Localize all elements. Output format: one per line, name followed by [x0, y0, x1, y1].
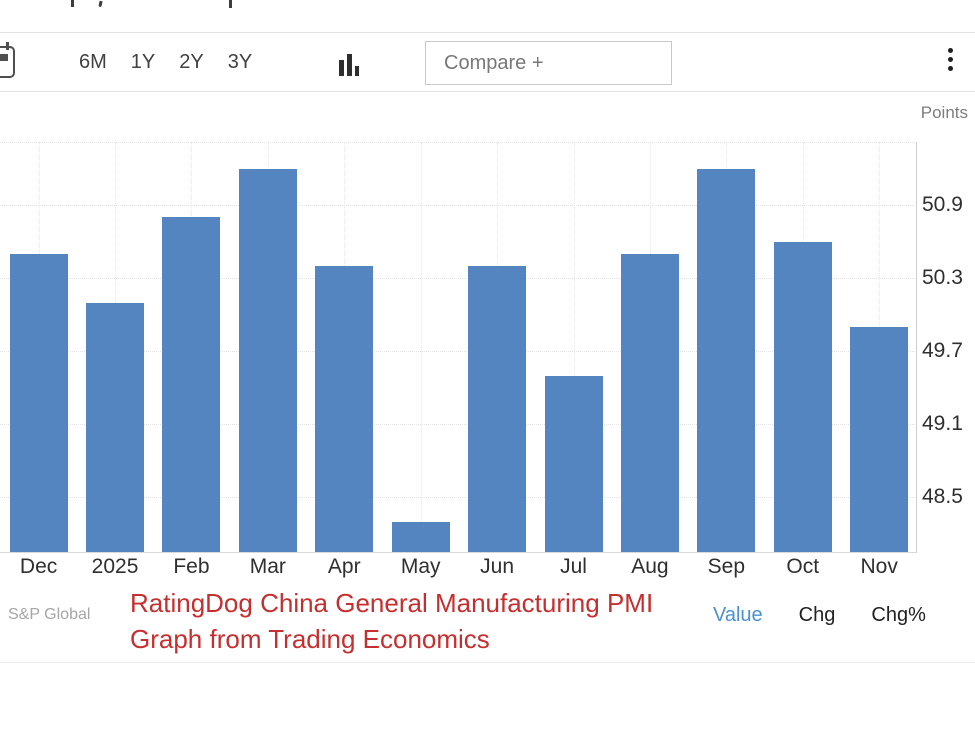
gridline-horizontal — [0, 278, 917, 280]
clipped-text-fragment — [98, 0, 103, 8]
chart-annotation: RatingDog China General Manufacturing PM… — [130, 585, 653, 657]
x-axis-label: Mar — [249, 555, 286, 578]
bar-apr[interactable] — [315, 266, 374, 552]
x-axis-label: Dec — [19, 555, 58, 578]
gridline-horizontal — [0, 142, 917, 143]
kebab-menu-icon[interactable] — [948, 48, 954, 75]
y-axis-line — [916, 142, 917, 552]
y-axis-unit-label: Points — [920, 103, 968, 122]
x-axis-label: Apr — [327, 555, 361, 578]
clipped-text-fragment — [229, 0, 232, 8]
date-range-buttons: 6M 1Y 2Y 3Y — [79, 33, 252, 91]
gridline-horizontal — [0, 497, 917, 499]
y-axis-tick-label: 49.1 — [922, 412, 963, 436]
tab-value[interactable]: Value — [713, 604, 763, 626]
gridline-vertical — [420, 142, 422, 552]
annotation-line-1: RatingDog China General Manufacturing PM… — [130, 588, 654, 618]
y-axis-tick-label: 50.3 — [922, 266, 963, 290]
x-axis-label: Aug — [631, 555, 669, 578]
x-axis-label: Sep — [707, 555, 746, 578]
bar-dec[interactable] — [9, 253, 68, 552]
bar-jul[interactable] — [544, 375, 603, 552]
range-button-1y[interactable]: 1Y — [131, 33, 155, 91]
y-axis-tick-label: 48.5 — [922, 485, 963, 509]
x-axis-label: Jun — [480, 555, 515, 578]
bar-mar[interactable] — [238, 168, 297, 552]
bar-2025[interactable] — [86, 302, 145, 552]
bar-feb[interactable] — [162, 217, 221, 552]
gridline-horizontal — [0, 424, 917, 426]
x-axis-line — [0, 552, 917, 553]
gridline-vertical — [573, 142, 575, 552]
y-axis-tick-label: 50.9 — [922, 193, 963, 217]
y-axis-tick-label: 49.7 — [922, 339, 963, 363]
footer-divider — [0, 662, 975, 663]
calendar-icon-tab — [6, 42, 9, 50]
gridline-horizontal — [0, 205, 917, 207]
tab-chg[interactable]: Chg — [798, 604, 836, 626]
bar-sep[interactable] — [697, 168, 756, 552]
compare-button[interactable]: Compare + — [425, 41, 672, 85]
gridline-horizontal — [0, 351, 917, 353]
bar-aug[interactable] — [620, 253, 679, 552]
chart-toolbar: 6M 1Y 2Y 3Y Compare + — [0, 32, 975, 92]
x-axis-label: Nov — [860, 555, 898, 578]
tab-chgpct[interactable]: Chg% — [871, 604, 926, 626]
source-attribution: S&P Global — [8, 606, 91, 623]
plot-area: Dec 2025 Feb Mar Apr May Jun Jul Aug Sep Oct Nov — [0, 142, 917, 578]
range-button-6m[interactable]: 6M — [79, 33, 107, 91]
bar-oct[interactable] — [773, 241, 832, 552]
bar-jun[interactable] — [468, 266, 527, 552]
x-axis-label: Oct — [786, 555, 820, 578]
x-axis-label: May — [400, 555, 441, 578]
range-button-3y[interactable]: 3Y — [228, 33, 252, 91]
value-chg-tabs: Value Chg Chg% — [713, 604, 926, 627]
bar-may[interactable] — [391, 521, 450, 552]
x-axis-label: Feb — [173, 555, 210, 578]
calendar-icon[interactable] — [0, 42, 15, 78]
clipped-text-fragment — [71, 0, 74, 7]
x-axis-label: Jul — [560, 555, 587, 578]
calendar-icon-mark — [0, 54, 8, 61]
annotation-line-2: Graph from Trading Economics — [130, 624, 490, 654]
bar-nov[interactable] — [850, 326, 909, 552]
range-button-2y[interactable]: 2Y — [179, 33, 203, 91]
bar-chart-icon[interactable] — [339, 54, 361, 76]
x-axis-label: 2025 — [91, 555, 139, 578]
